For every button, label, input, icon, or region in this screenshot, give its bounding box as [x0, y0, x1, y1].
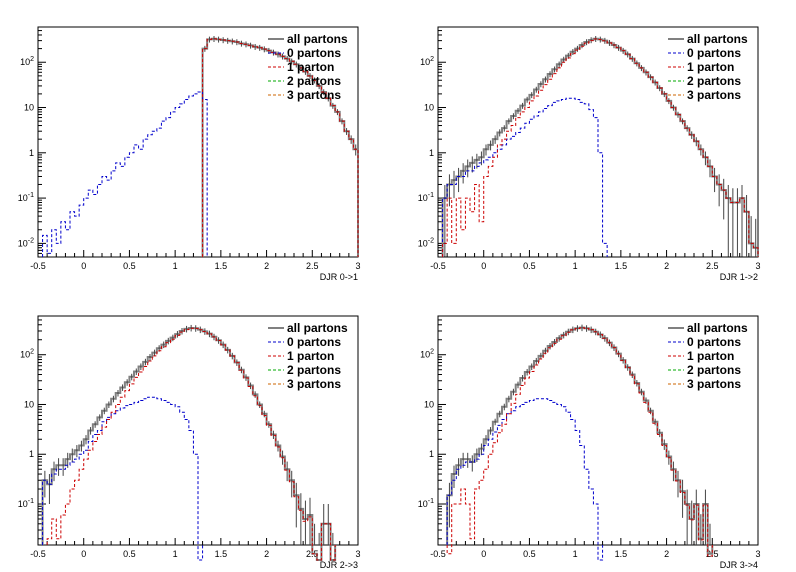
x-tick-label: 3	[355, 549, 360, 559]
x-tick-label: 0	[81, 549, 86, 559]
series-line-1-parton	[442, 38, 759, 257]
x-tick-label: 0	[81, 261, 86, 271]
x-tick-label: -0.5	[430, 549, 446, 559]
x-tick-label: -0.5	[30, 261, 46, 271]
y-tick-label: 10-1	[418, 192, 434, 203]
x-tick-label: 0.5	[523, 261, 536, 271]
legend-label: 3 partons	[687, 88, 741, 102]
series-line-0-partons	[42, 91, 208, 257]
plot-frame	[437, 26, 759, 258]
legend-label: all partons	[687, 321, 748, 335]
x-axis-title: DJR 3->4	[720, 560, 758, 570]
legend-label: 2 partons	[687, 363, 741, 377]
x-tick-label: 3	[755, 261, 760, 271]
series-line-all-partons	[201, 37, 359, 257]
x-tick-label: 0.5	[123, 549, 136, 559]
chart-panel-2: -0.5 0 0.5 1 1.5 2 2.5 3 10-2 10-1 1 10 102 DJR 1->2 a…	[418, 26, 761, 282]
y-tick-label: 10	[24, 103, 34, 113]
y-tick-label: 1	[429, 148, 434, 158]
series-line-0-partons	[446, 398, 604, 561]
legend-label: 0 partons	[287, 335, 341, 349]
series-line-0-partons	[442, 97, 608, 257]
y-tick-label: 1	[29, 148, 34, 158]
y-tick-label: 102	[20, 349, 34, 360]
y-tick-label: 10-1	[418, 498, 434, 509]
x-tick-label: 2.5	[706, 261, 719, 271]
legend-label: 0 partons	[687, 335, 741, 349]
x-tick-label: 2	[264, 549, 269, 559]
x-tick-label: 2	[664, 549, 669, 559]
x-tick-label: 1.5	[215, 261, 228, 271]
x-tick-label: 3	[755, 549, 760, 559]
x-axis-title: DJR 1->2	[720, 272, 758, 282]
series-line-1-parton	[446, 327, 713, 557]
legend-label: 1 parton	[687, 349, 734, 363]
series-line-0-partons	[42, 396, 204, 561]
series-line-1-parton	[202, 38, 359, 257]
x-tick-label: 1	[173, 549, 178, 559]
legend-label: 1 parton	[687, 60, 734, 74]
x-tick-label: 1	[573, 261, 578, 271]
legend-label: all partons	[287, 321, 348, 335]
y-tick-label: 10	[424, 399, 434, 409]
x-axis-title: DJR 0->1	[320, 272, 358, 282]
y-tick-label: 10	[424, 103, 434, 113]
y-tick-label: 102	[420, 349, 434, 360]
x-tick-label: 2.5	[306, 261, 319, 271]
y-tick-label: 10	[24, 399, 34, 409]
series-line-1-parton	[46, 327, 336, 561]
legend-label: 3 partons	[287, 377, 341, 391]
legend-label: 2 partons	[687, 74, 741, 88]
x-tick-label: 0.5	[123, 261, 136, 271]
x-tick-label: 1	[173, 261, 178, 271]
x-tick-label: 0.5	[523, 549, 536, 559]
y-tick-label: 10-2	[18, 237, 34, 248]
legend-label: 1 parton	[287, 60, 334, 74]
x-tick-label: 0	[481, 261, 486, 271]
legend-label: 0 partons	[287, 46, 341, 60]
x-tick-label: 2	[664, 261, 669, 271]
legend-label: 2 partons	[287, 363, 341, 377]
legend-label: 1 parton	[287, 349, 334, 363]
y-tick-label: 102	[420, 56, 434, 67]
y-tick-label: 10-1	[18, 498, 34, 509]
y-tick-label: 1	[29, 449, 34, 459]
legend-label: 2 partons	[287, 74, 341, 88]
x-tick-label: -0.5	[430, 261, 446, 271]
y-tick-label: 1	[429, 449, 434, 459]
legend-label: 0 partons	[687, 46, 741, 60]
y-tick-label: 102	[20, 56, 34, 67]
y-tick-label: 10-2	[418, 237, 434, 248]
x-tick-label: 1.5	[615, 261, 628, 271]
plot-frame	[37, 26, 359, 258]
x-tick-label: 1.5	[215, 549, 228, 559]
x-tick-label: 2	[264, 261, 269, 271]
legend-label: all partons	[287, 32, 348, 46]
chart-panel-1: -0.5 0 0.5 1 1.5 2 2.5 3 10-2 10-1 1 10 102 DJR 0->1 a…	[18, 26, 361, 282]
x-axis-title: DJR 2->3	[320, 560, 358, 570]
x-tick-label: 1	[573, 549, 578, 559]
legend-label: 3 partons	[687, 377, 741, 391]
x-tick-label: 1.5	[615, 549, 628, 559]
x-tick-label: 3	[355, 261, 360, 271]
x-tick-label: 0	[481, 549, 486, 559]
y-tick-label: 10-1	[18, 192, 34, 203]
x-tick-label: -0.5	[30, 549, 46, 559]
legend-label: all partons	[687, 32, 748, 46]
legend-label: 3 partons	[287, 88, 341, 102]
